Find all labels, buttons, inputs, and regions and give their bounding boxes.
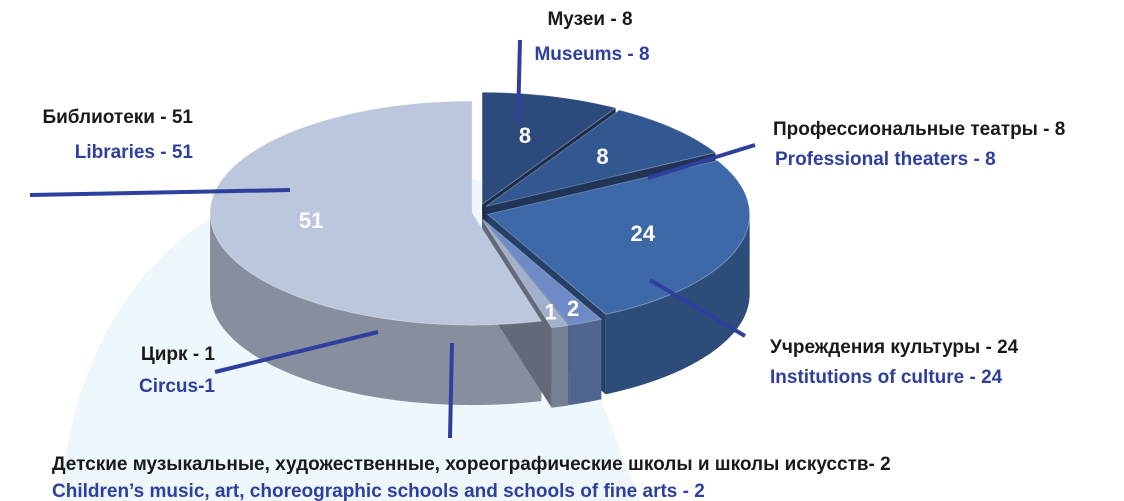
category-label-en: Circus-1 — [139, 376, 215, 397]
data-label: 8 — [519, 123, 531, 148]
data-label: 51 — [299, 208, 323, 233]
category-label-en: Children’s music, art, choreographic sch… — [52, 481, 705, 501]
leader-line — [516, 39, 522, 123]
slice-wall — [210, 213, 542, 406]
slice — [485, 109, 717, 207]
leader-line — [448, 342, 454, 439]
category-label-en: Professional theaters - 8 — [775, 149, 996, 170]
slice-wall — [605, 214, 750, 395]
category-label-en: Museums - 8 — [534, 44, 649, 65]
category-label-en: Libraries - 51 — [75, 142, 194, 163]
category-label: Цирк - 1 — [141, 344, 216, 365]
leader-line — [214, 330, 379, 374]
leader-line — [29, 188, 291, 197]
data-label: 24 — [631, 221, 656, 246]
pie: 8 8 24 21 51 — [209, 91, 751, 408]
data-label: 8 — [596, 144, 608, 169]
slice-wall — [569, 319, 602, 406]
leader-line — [647, 143, 756, 180]
slice — [481, 219, 570, 329]
data-label: 2 — [567, 296, 579, 321]
category-label: Профессиональные театры - 8 — [773, 119, 1065, 140]
category-label: Музеи - 8 — [547, 9, 632, 30]
leader-line — [648, 278, 747, 338]
slice — [209, 100, 543, 326]
category-label: Детские музыкальные, художественные, хор… — [52, 454, 891, 475]
slice-wall — [551, 325, 569, 408]
slice — [481, 91, 617, 206]
category-label: Библиотеки - 51 — [42, 107, 193, 128]
category-label: Учреждения культуры - 24 — [770, 337, 1019, 358]
data-label: 1 — [545, 300, 557, 325]
slice — [482, 218, 603, 326]
category-label-en: Institutions of culture - 24 — [770, 367, 1003, 388]
slice — [486, 160, 751, 315]
